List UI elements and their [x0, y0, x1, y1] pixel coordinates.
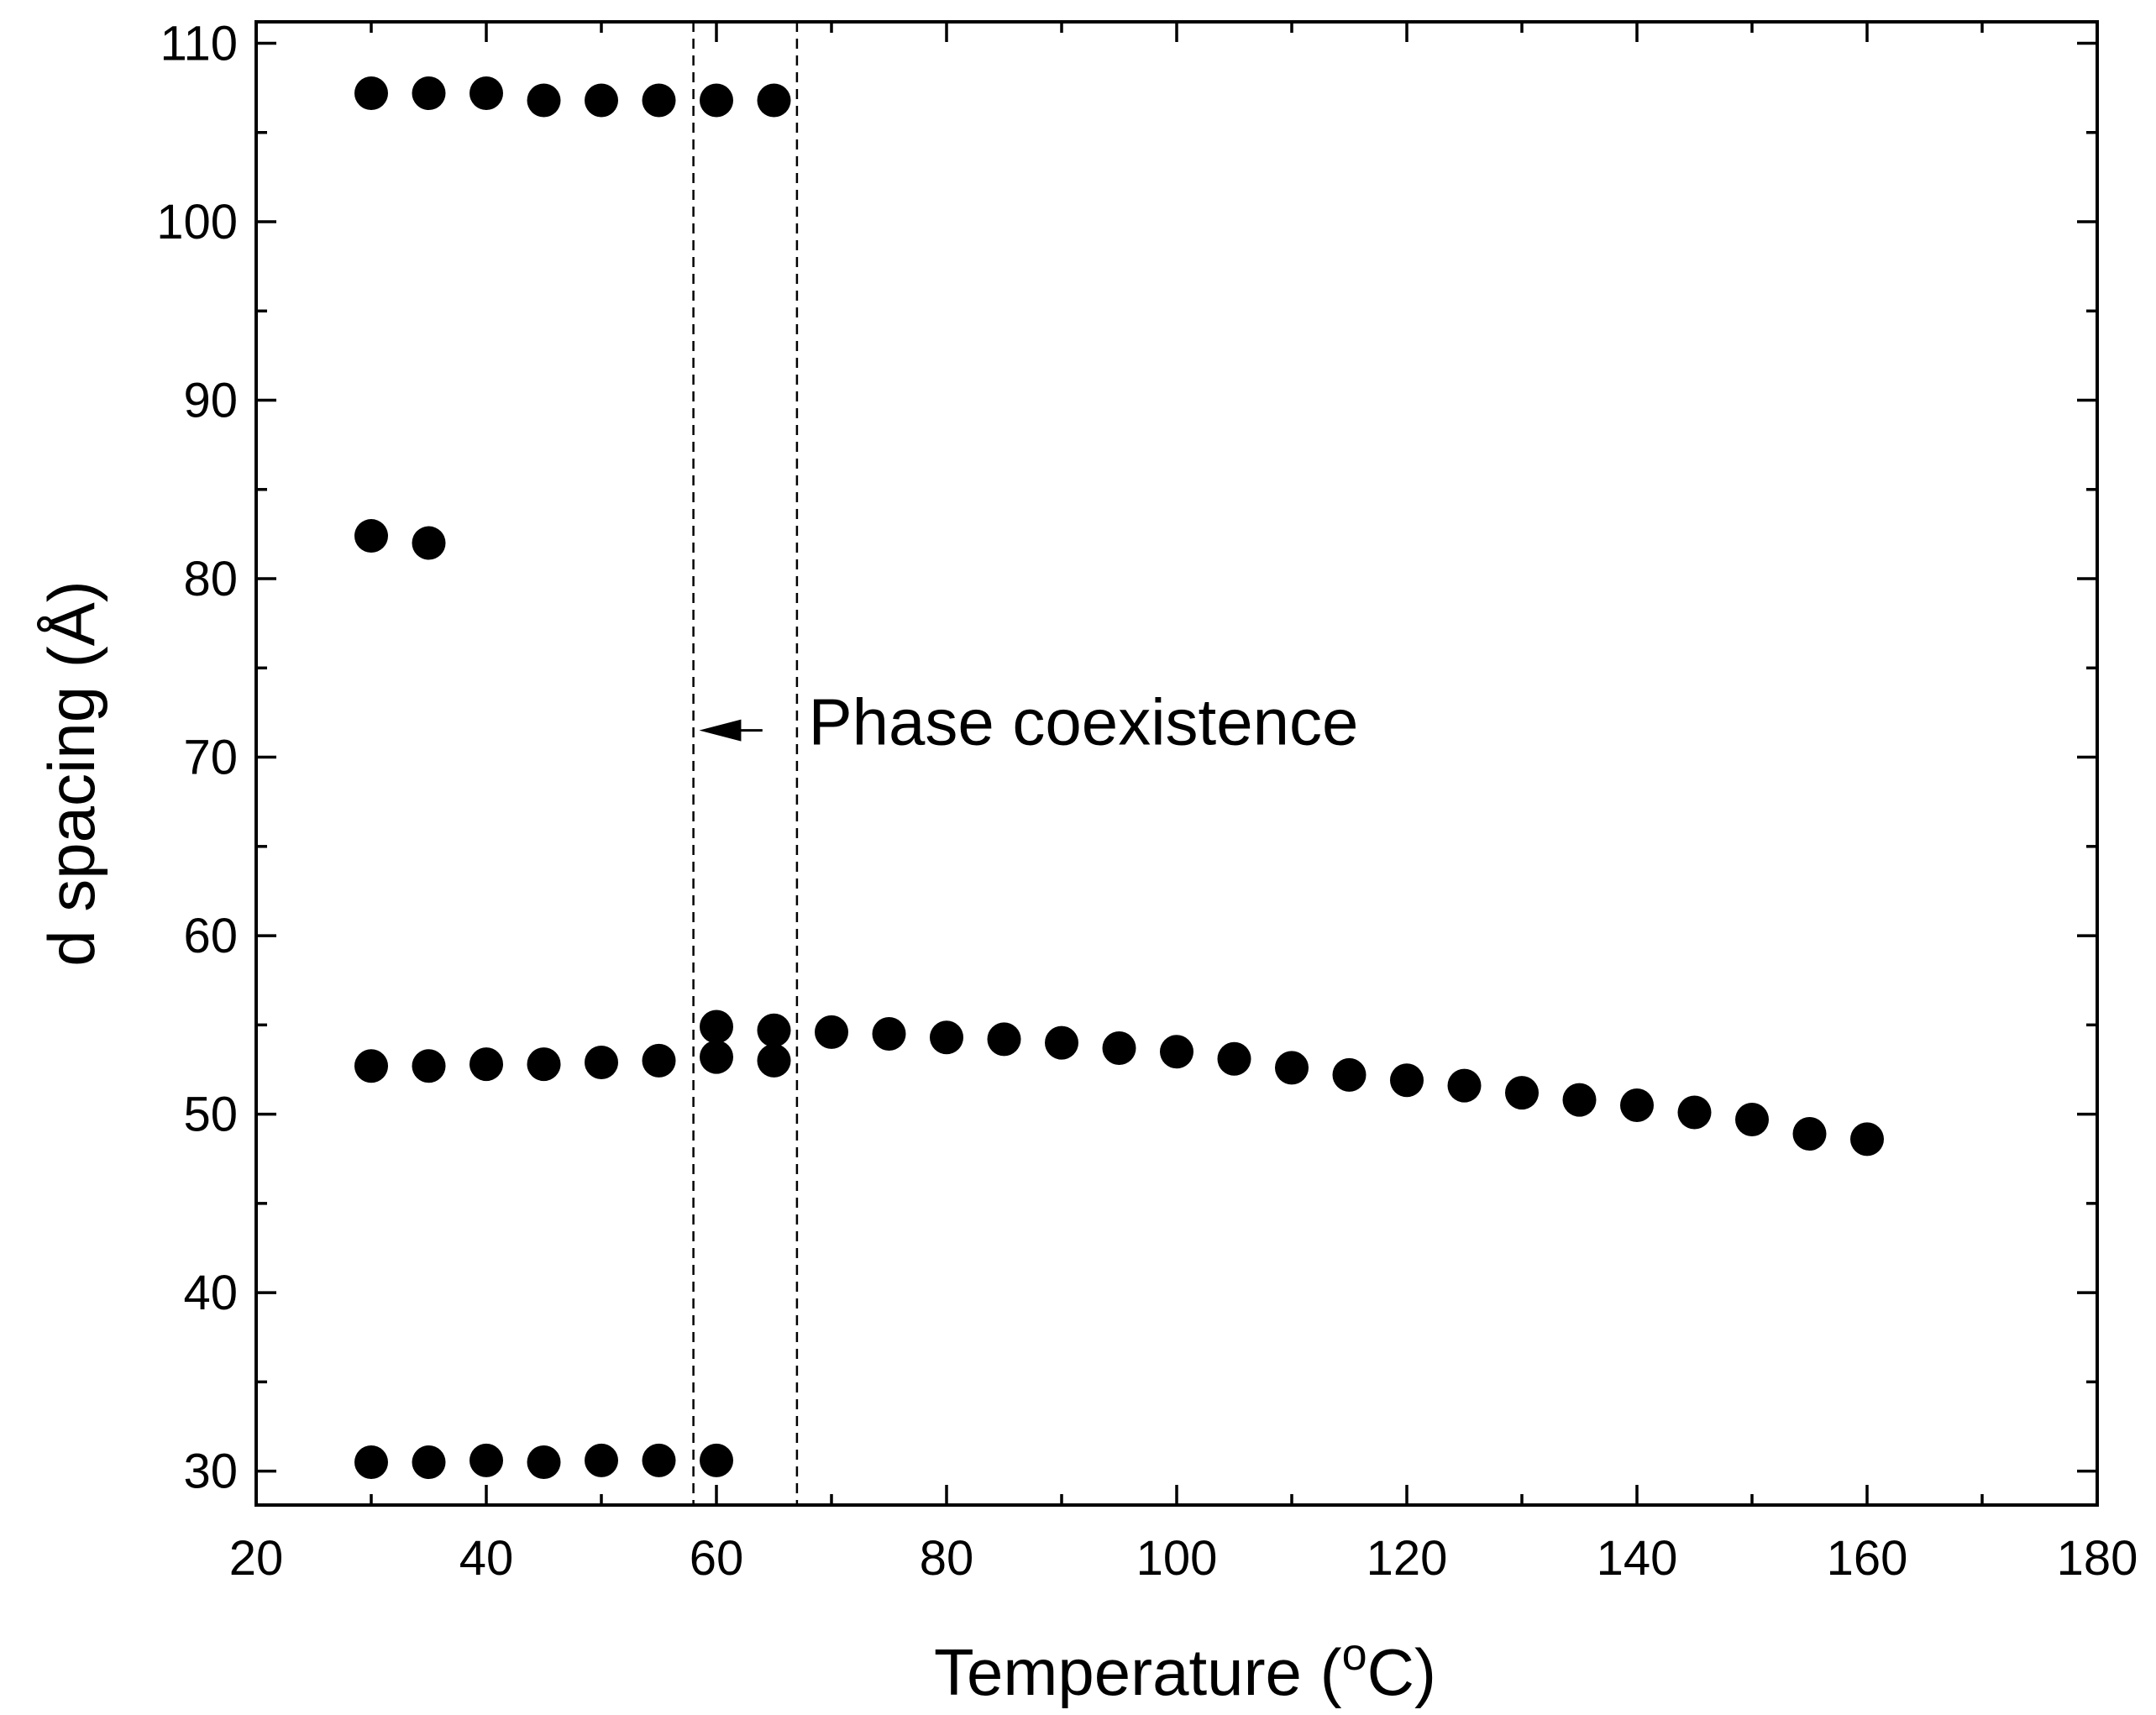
axis-ticks: [254, 22, 2099, 1505]
data-point: [585, 83, 618, 118]
x-tick-label: 180: [2057, 1531, 2138, 1586]
data-point: [987, 1022, 1021, 1057]
data-point: [1217, 1041, 1251, 1076]
data-point: [354, 76, 388, 111]
data-point: [527, 1445, 561, 1479]
data-point: [757, 1043, 791, 1078]
plot-frame: [254, 20, 2099, 1507]
data-point: [642, 83, 676, 118]
data-point: [1562, 1083, 1597, 1117]
data-point: [469, 76, 503, 111]
data-point: [700, 1040, 733, 1074]
data-point: [642, 1043, 676, 1078]
x-axis-title-text: Temperature (: [934, 1635, 1342, 1709]
data-point: [354, 1049, 388, 1083]
y-tick-label: 90: [183, 374, 238, 428]
data-point: [412, 1445, 446, 1479]
data-point: [757, 1013, 791, 1047]
data-point: [700, 1443, 733, 1477]
x-tick-label: 160: [1827, 1531, 1908, 1586]
data-point: [1792, 1116, 1827, 1151]
phase-boundary-lines: [692, 22, 799, 1505]
x-axis-title-superscript: o: [1342, 1629, 1367, 1680]
x-tick-label: 20: [229, 1531, 284, 1586]
annotation: Phase coexistence: [699, 684, 1358, 758]
data-point: [1102, 1031, 1136, 1065]
data-point: [930, 1020, 963, 1055]
y-tick-label: 30: [183, 1445, 238, 1499]
data-point: [1850, 1122, 1884, 1156]
data-point: [412, 526, 446, 560]
x-axis-title-suffix: C): [1367, 1635, 1436, 1709]
x-axis-title: Temperature (oC): [934, 1629, 1436, 1709]
annotation-arrow-head: [699, 719, 742, 742]
data-point: [1735, 1102, 1769, 1136]
x-tick-labels: 20 40 60 80 100 120 140 160 180: [229, 1531, 2138, 1586]
data-point: [469, 1443, 503, 1477]
data-point: [527, 1047, 561, 1082]
data-points: [354, 76, 1884, 1479]
y-tick-labels: 30 40 50 60 70 80 90 100 110: [156, 17, 238, 1499]
data-point: [757, 83, 791, 118]
annotation-text: Phase coexistence: [809, 684, 1359, 758]
data-point: [700, 1010, 733, 1044]
data-point: [1505, 1076, 1539, 1110]
data-point: [354, 519, 388, 553]
data-point: [585, 1443, 618, 1477]
y-tick-label: 60: [183, 909, 238, 963]
x-tick-label: 40: [459, 1531, 514, 1586]
data-point: [1620, 1088, 1654, 1122]
data-point: [1447, 1068, 1482, 1103]
x-tick-label: 140: [1597, 1531, 1678, 1586]
y-tick-label: 70: [183, 731, 238, 785]
y-tick-label: 100: [156, 195, 238, 249]
data-point: [1045, 1025, 1078, 1060]
y-tick-label: 40: [183, 1266, 238, 1320]
data-point: [412, 1049, 446, 1083]
data-point: [1390, 1063, 1424, 1098]
data-point: [1275, 1051, 1309, 1085]
x-tick-label: 100: [1136, 1531, 1218, 1586]
data-point: [527, 83, 561, 118]
y-tick-label: 50: [183, 1088, 238, 1142]
x-tick-label: 120: [1367, 1531, 1448, 1586]
data-point: [1677, 1095, 1712, 1130]
data-point: [642, 1443, 676, 1477]
data-point: [412, 76, 446, 111]
data-point: [1160, 1035, 1193, 1069]
data-point: [815, 1015, 848, 1049]
data-point: [585, 1045, 618, 1079]
y-axis-title: d spacing (Å): [34, 580, 108, 967]
data-point: [354, 1445, 388, 1479]
x-tick-label: 80: [920, 1531, 974, 1586]
data-point: [469, 1047, 503, 1082]
y-tick-label: 80: [183, 552, 238, 606]
x-tick-label: 60: [690, 1531, 744, 1586]
data-point: [872, 1016, 906, 1051]
data-point: [1332, 1057, 1367, 1092]
data-point: [700, 83, 733, 118]
y-tick-label: 110: [160, 17, 238, 71]
